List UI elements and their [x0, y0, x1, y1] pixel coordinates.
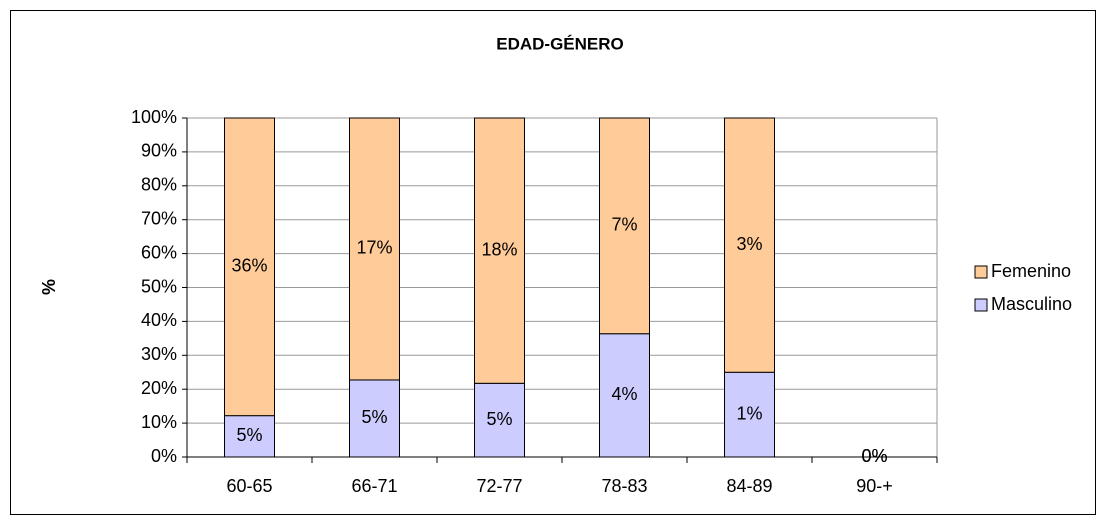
- y-tick-label: 80%: [141, 175, 177, 195]
- bar-segment: [474, 382, 525, 458]
- y-tick-label: 100%: [131, 107, 177, 127]
- legend-label: Masculino: [991, 294, 1072, 314]
- x-tick-label: 66-71: [351, 476, 397, 496]
- bar-segment: [724, 371, 775, 458]
- bar-segment: [724, 117, 775, 373]
- y-tick-label: 30%: [141, 344, 177, 364]
- bar-segment: [224, 117, 275, 417]
- x-tick-label: 90-+: [856, 476, 893, 496]
- legend-swatch: [974, 265, 988, 279]
- data-label: 5%: [236, 425, 262, 445]
- bar-segment: [474, 117, 525, 384]
- data-label: 4%: [611, 384, 637, 404]
- data-label: 1%: [736, 403, 762, 423]
- data-label: 7%: [611, 215, 637, 235]
- data-label: 17%: [356, 238, 392, 258]
- bar-segment: [224, 415, 275, 458]
- y-tick-label: 70%: [141, 208, 177, 228]
- x-tick-label: 84-89: [726, 476, 772, 496]
- y-tick-label: 50%: [141, 276, 177, 296]
- chart-title: EDAD-GÉNERO: [496, 34, 624, 53]
- data-label: 0%: [861, 446, 887, 466]
- legend-label: Femenino: [991, 261, 1071, 281]
- y-tick-label: 40%: [141, 310, 177, 330]
- data-label: 5%: [486, 409, 512, 429]
- bar-segment: [349, 379, 400, 458]
- x-tick-label: 60-65: [226, 476, 272, 496]
- y-tick-label: 90%: [141, 141, 177, 161]
- data-label: 0%: [861, 446, 887, 466]
- y-axis-label: %: [39, 279, 59, 295]
- legend-swatch: [974, 298, 988, 312]
- data-label: 36%: [231, 256, 267, 276]
- data-label: 5%: [361, 407, 387, 427]
- x-tick-label: 78-83: [601, 476, 647, 496]
- data-label: 3%: [736, 234, 762, 254]
- x-tick-label: 72-77: [476, 476, 522, 496]
- bar-segment: [599, 117, 650, 335]
- data-label: 18%: [481, 239, 517, 259]
- y-tick-label: 10%: [141, 412, 177, 432]
- bar-segment: [599, 333, 650, 458]
- bar-segment: [349, 117, 400, 381]
- y-tick-label: 20%: [141, 378, 177, 398]
- chart-frame: [10, 10, 1096, 515]
- y-tick-label: 0%: [151, 446, 177, 466]
- y-tick-label: 60%: [141, 242, 177, 262]
